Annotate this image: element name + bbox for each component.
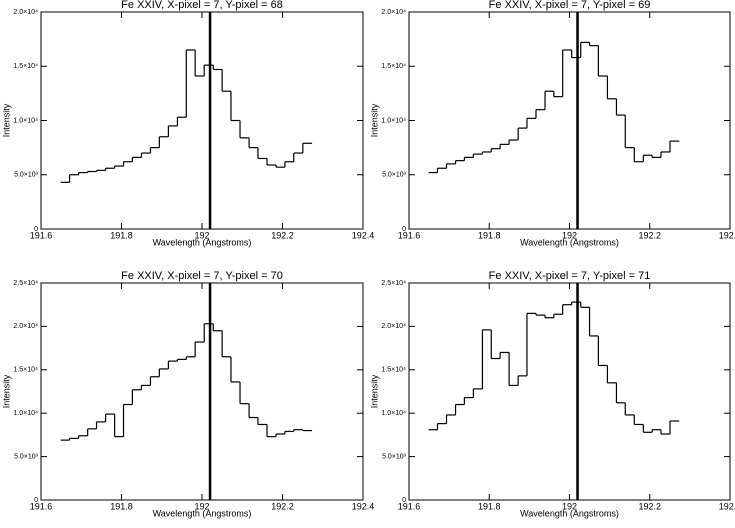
step-connector: [436, 42, 671, 173]
y-tick-label: 1.5×10⁴: [13, 63, 38, 70]
step-connector: [68, 323, 304, 441]
x-tick-label: 192.4: [352, 501, 375, 511]
y-tick-label: 1.5×10⁴: [13, 367, 38, 374]
y-tick-label: 2.0×10⁴: [381, 323, 406, 330]
y-tick-label: 0: [34, 226, 38, 233]
chart-title: Fe XXIV, X-pixel = 7, Y-pixel = 68: [121, 0, 283, 11]
x-tick-label: 192.2: [271, 230, 294, 240]
x-tick-label: 191.6: [398, 501, 421, 511]
y-tick-label: 2.0×10⁴: [381, 9, 406, 16]
y-axis-label: Intensity: [1, 103, 11, 137]
x-tick-label: 192.4: [719, 230, 735, 240]
x-axis-label: Wavelength (Angstroms): [153, 508, 252, 518]
y-tick-label: 5.0×10³: [382, 453, 407, 460]
step-connector: [68, 49, 304, 183]
x-axis-label: Wavelength (Angstroms): [153, 237, 252, 247]
y-tick-label: 2.0×10⁴: [13, 9, 38, 16]
x-tick-label: 192: [562, 501, 577, 511]
x-tick-label: 191.6: [30, 501, 53, 511]
x-tick-label: 192.2: [271, 501, 294, 511]
chart-title: Fe XXIV, X-pixel = 7, Y-pixel = 69: [489, 0, 651, 11]
step-connector: [436, 302, 671, 435]
x-tick-label: 191.6: [398, 230, 421, 240]
x-tick-label: 191.8: [478, 230, 501, 240]
plot-frame: [408, 282, 731, 501]
y-tick-label: 0: [402, 226, 406, 233]
plot-frame: [40, 11, 364, 230]
x-tick-label: 191.8: [110, 230, 133, 240]
y-axis-label: Intensity: [369, 103, 379, 137]
y-tick-label: 5.0×10³: [382, 172, 407, 179]
y-tick-label: 1.5×10⁴: [381, 367, 406, 374]
y-tick-label: 2.5×10⁴: [381, 280, 406, 287]
plot-frame: [40, 282, 364, 501]
x-tick-label: 192: [562, 230, 577, 240]
x-axis-label: Wavelength (Angstroms): [520, 237, 619, 247]
y-tick-label: 2.5×10⁴: [13, 280, 38, 287]
y-tick-label: 5.0×10³: [14, 172, 39, 179]
plot-frame: [408, 11, 731, 230]
y-tick-label: 1.0×10⁴: [13, 117, 38, 124]
x-tick-label: 192.4: [352, 230, 375, 240]
x-tick-label: 191.8: [110, 501, 133, 511]
y-tick-label: 1.0×10⁴: [381, 117, 406, 124]
y-tick-label: 1.5×10⁴: [381, 63, 406, 70]
x-tick-label: 191.6: [30, 230, 53, 240]
y-tick-label: 1.0×10⁴: [13, 410, 38, 417]
y-tick-label: 2.0×10⁴: [13, 323, 38, 330]
x-tick-label: 192.2: [638, 501, 661, 511]
x-tick-label: 192.4: [719, 501, 735, 511]
y-axis-label: Intensity: [369, 374, 379, 408]
y-tick-label: 1.0×10⁴: [381, 410, 406, 417]
x-tick-label: 192.2: [638, 230, 661, 240]
x-axis-label: Wavelength (Angstroms): [520, 508, 619, 518]
chart-title: Fe XXIV, X-pixel = 7, Y-pixel = 70: [121, 270, 283, 282]
y-tick-label: 0: [34, 497, 38, 504]
y-tick-label: 5.0×10³: [14, 453, 39, 460]
x-tick-label: 192: [194, 230, 209, 240]
y-tick-label: 0: [402, 497, 406, 504]
y-axis-label: Intensity: [1, 374, 11, 408]
x-tick-label: 192: [194, 501, 209, 511]
x-tick-label: 191.8: [478, 501, 501, 511]
chart-title: Fe XXIV, X-pixel = 7, Y-pixel = 71: [489, 270, 651, 282]
